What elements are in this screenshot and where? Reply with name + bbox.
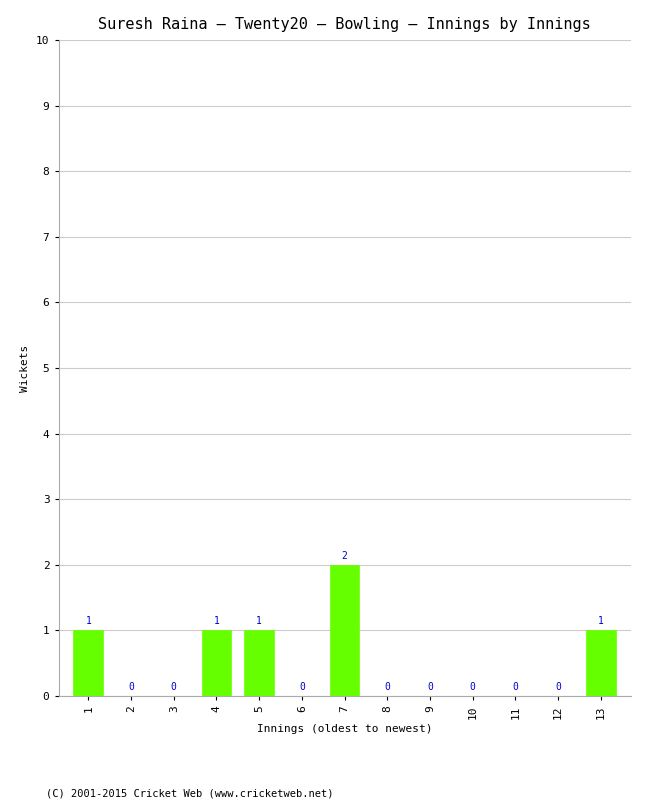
- Text: 1: 1: [256, 617, 262, 626]
- Text: 1: 1: [85, 617, 91, 626]
- Text: 0: 0: [171, 682, 177, 692]
- Text: 0: 0: [299, 682, 305, 692]
- Text: 1: 1: [598, 617, 604, 626]
- Text: 0: 0: [555, 682, 561, 692]
- Bar: [73, 630, 103, 696]
- Text: 2: 2: [341, 551, 348, 561]
- Bar: [244, 630, 274, 696]
- Text: 0: 0: [128, 682, 134, 692]
- Y-axis label: Wickets: Wickets: [20, 344, 31, 392]
- Text: 0: 0: [427, 682, 433, 692]
- Text: 0: 0: [512, 682, 518, 692]
- Text: 0: 0: [469, 682, 476, 692]
- X-axis label: Innings (oldest to newest): Innings (oldest to newest): [257, 724, 432, 734]
- Bar: [330, 565, 359, 696]
- Title: Suresh Raina – Twenty20 – Bowling – Innings by Innings: Suresh Raina – Twenty20 – Bowling – Inni…: [98, 17, 591, 32]
- Bar: [202, 630, 231, 696]
- Text: (C) 2001-2015 Cricket Web (www.cricketweb.net): (C) 2001-2015 Cricket Web (www.cricketwe…: [46, 788, 333, 798]
- Text: 1: 1: [213, 617, 220, 626]
- Text: 0: 0: [384, 682, 390, 692]
- Bar: [586, 630, 616, 696]
